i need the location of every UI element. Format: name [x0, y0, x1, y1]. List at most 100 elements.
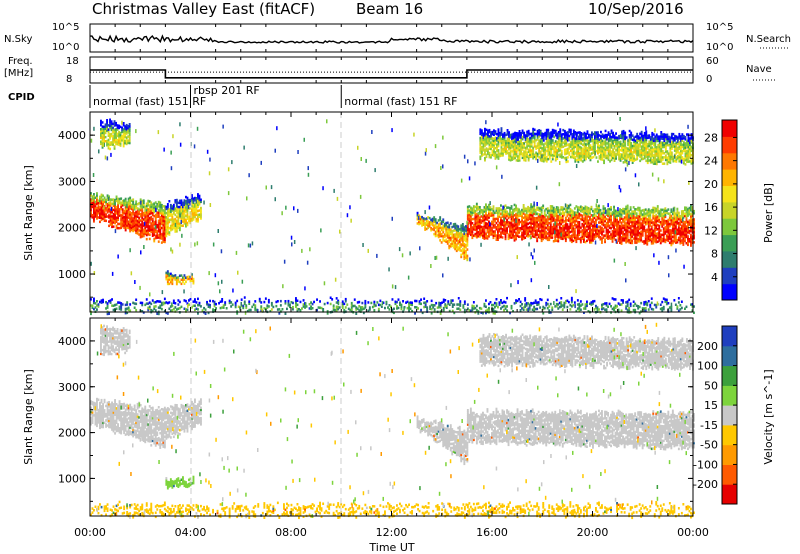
echo-cell [566, 208, 569, 212]
echo-cell [191, 219, 193, 222]
echo-cell [554, 150, 557, 154]
echo-cell [551, 207, 554, 210]
echo-cell [667, 220, 670, 224]
echo-cell [619, 239, 621, 242]
echo-cell [653, 240, 656, 243]
echo-cell [154, 230, 157, 233]
echo-cell [662, 221, 665, 224]
echo-cell [522, 235, 525, 238]
echo-cell [518, 134, 521, 137]
echo-cell [655, 220, 658, 223]
echo-cell [673, 231, 676, 235]
echo-cell [661, 239, 664, 243]
echo-cell [113, 128, 116, 131]
echo-cell [604, 207, 606, 210]
echo-cell [623, 239, 626, 242]
echo-cell [550, 135, 553, 138]
echo-cell [509, 142, 512, 145]
echo-cell [182, 278, 184, 281]
echo-cell [583, 238, 585, 241]
echo-cell [512, 213, 514, 216]
echo-cell [542, 139, 545, 142]
echo-cell [129, 198, 132, 202]
echo-cell [103, 140, 105, 143]
echo-cell [491, 233, 493, 236]
echo-cell [625, 241, 628, 244]
echo-cell [512, 217, 514, 220]
echo-cell [166, 282, 169, 286]
echo-cell [542, 206, 545, 210]
echo-cell [670, 218, 673, 222]
echo-cell [548, 213, 551, 217]
echo-cell [614, 219, 617, 223]
echo-cell [497, 207, 499, 210]
echo-cell [129, 200, 132, 204]
echo-cell [165, 218, 168, 221]
echo-cell [103, 127, 105, 131]
echo-cell [425, 219, 428, 222]
echo-cell [546, 226, 549, 229]
echo-cell [120, 216, 123, 219]
echo-cell [659, 229, 662, 232]
echo-cell [139, 206, 142, 210]
echo-cell [500, 129, 503, 132]
echo-cell [572, 137, 575, 141]
echo-cell [101, 121, 104, 124]
echo-cell [191, 204, 193, 207]
echo-cell [485, 128, 488, 132]
echo-cell [107, 130, 110, 133]
echo-cell [671, 210, 674, 214]
echo-cell [160, 206, 163, 209]
echo-cell [515, 208, 517, 212]
echo-cell [560, 206, 563, 209]
echo-cell [434, 220, 437, 223]
echo-cell [526, 155, 529, 159]
echo-cell [180, 207, 183, 211]
echo-cell [610, 214, 612, 217]
echo-cell [177, 209, 180, 213]
echo-cell [685, 221, 688, 224]
echo-cell [649, 230, 652, 233]
echo-cell [671, 219, 674, 222]
echo-cell [471, 209, 474, 212]
echo-cell [542, 155, 545, 159]
echo-cell [163, 228, 166, 231]
echo-cell [192, 209, 195, 213]
echo-cell [488, 235, 490, 238]
echo-cell [494, 138, 497, 142]
echo-cell [674, 222, 677, 226]
echo-cell [160, 241, 163, 244]
echo-cell [544, 133, 547, 137]
echo-cell [485, 141, 488, 144]
echo-cell [640, 222, 643, 225]
echo-cell [631, 229, 634, 232]
echo-cell [150, 222, 153, 225]
echo-cell [509, 213, 511, 216]
echo-cell [578, 233, 581, 236]
echo-cell [480, 131, 483, 134]
echo-cell [622, 226, 624, 230]
echo-cell [661, 214, 664, 218]
echo-cell [512, 208, 514, 212]
echo-cell [525, 215, 528, 219]
echo-cell [118, 222, 121, 226]
echo-cell [569, 203, 572, 207]
echo-cell [437, 225, 440, 228]
echo-cell [533, 145, 536, 148]
echo-cell [598, 235, 600, 239]
echo-cell [191, 273, 193, 276]
echo-cell [491, 208, 493, 211]
echo-cell [431, 228, 434, 231]
echo-cell [97, 203, 100, 207]
echo-cell [693, 241, 695, 244]
echo-cell [584, 205, 587, 208]
echo-cell [466, 211, 469, 215]
frequency-line [90, 69, 693, 79]
echo-cell [491, 151, 494, 155]
echo-cell [514, 150, 516, 153]
echo-cell [121, 202, 124, 205]
echo-cell [554, 146, 557, 149]
echo-cell [516, 228, 519, 231]
echo-cell [445, 223, 448, 227]
echo-cell [560, 222, 563, 226]
